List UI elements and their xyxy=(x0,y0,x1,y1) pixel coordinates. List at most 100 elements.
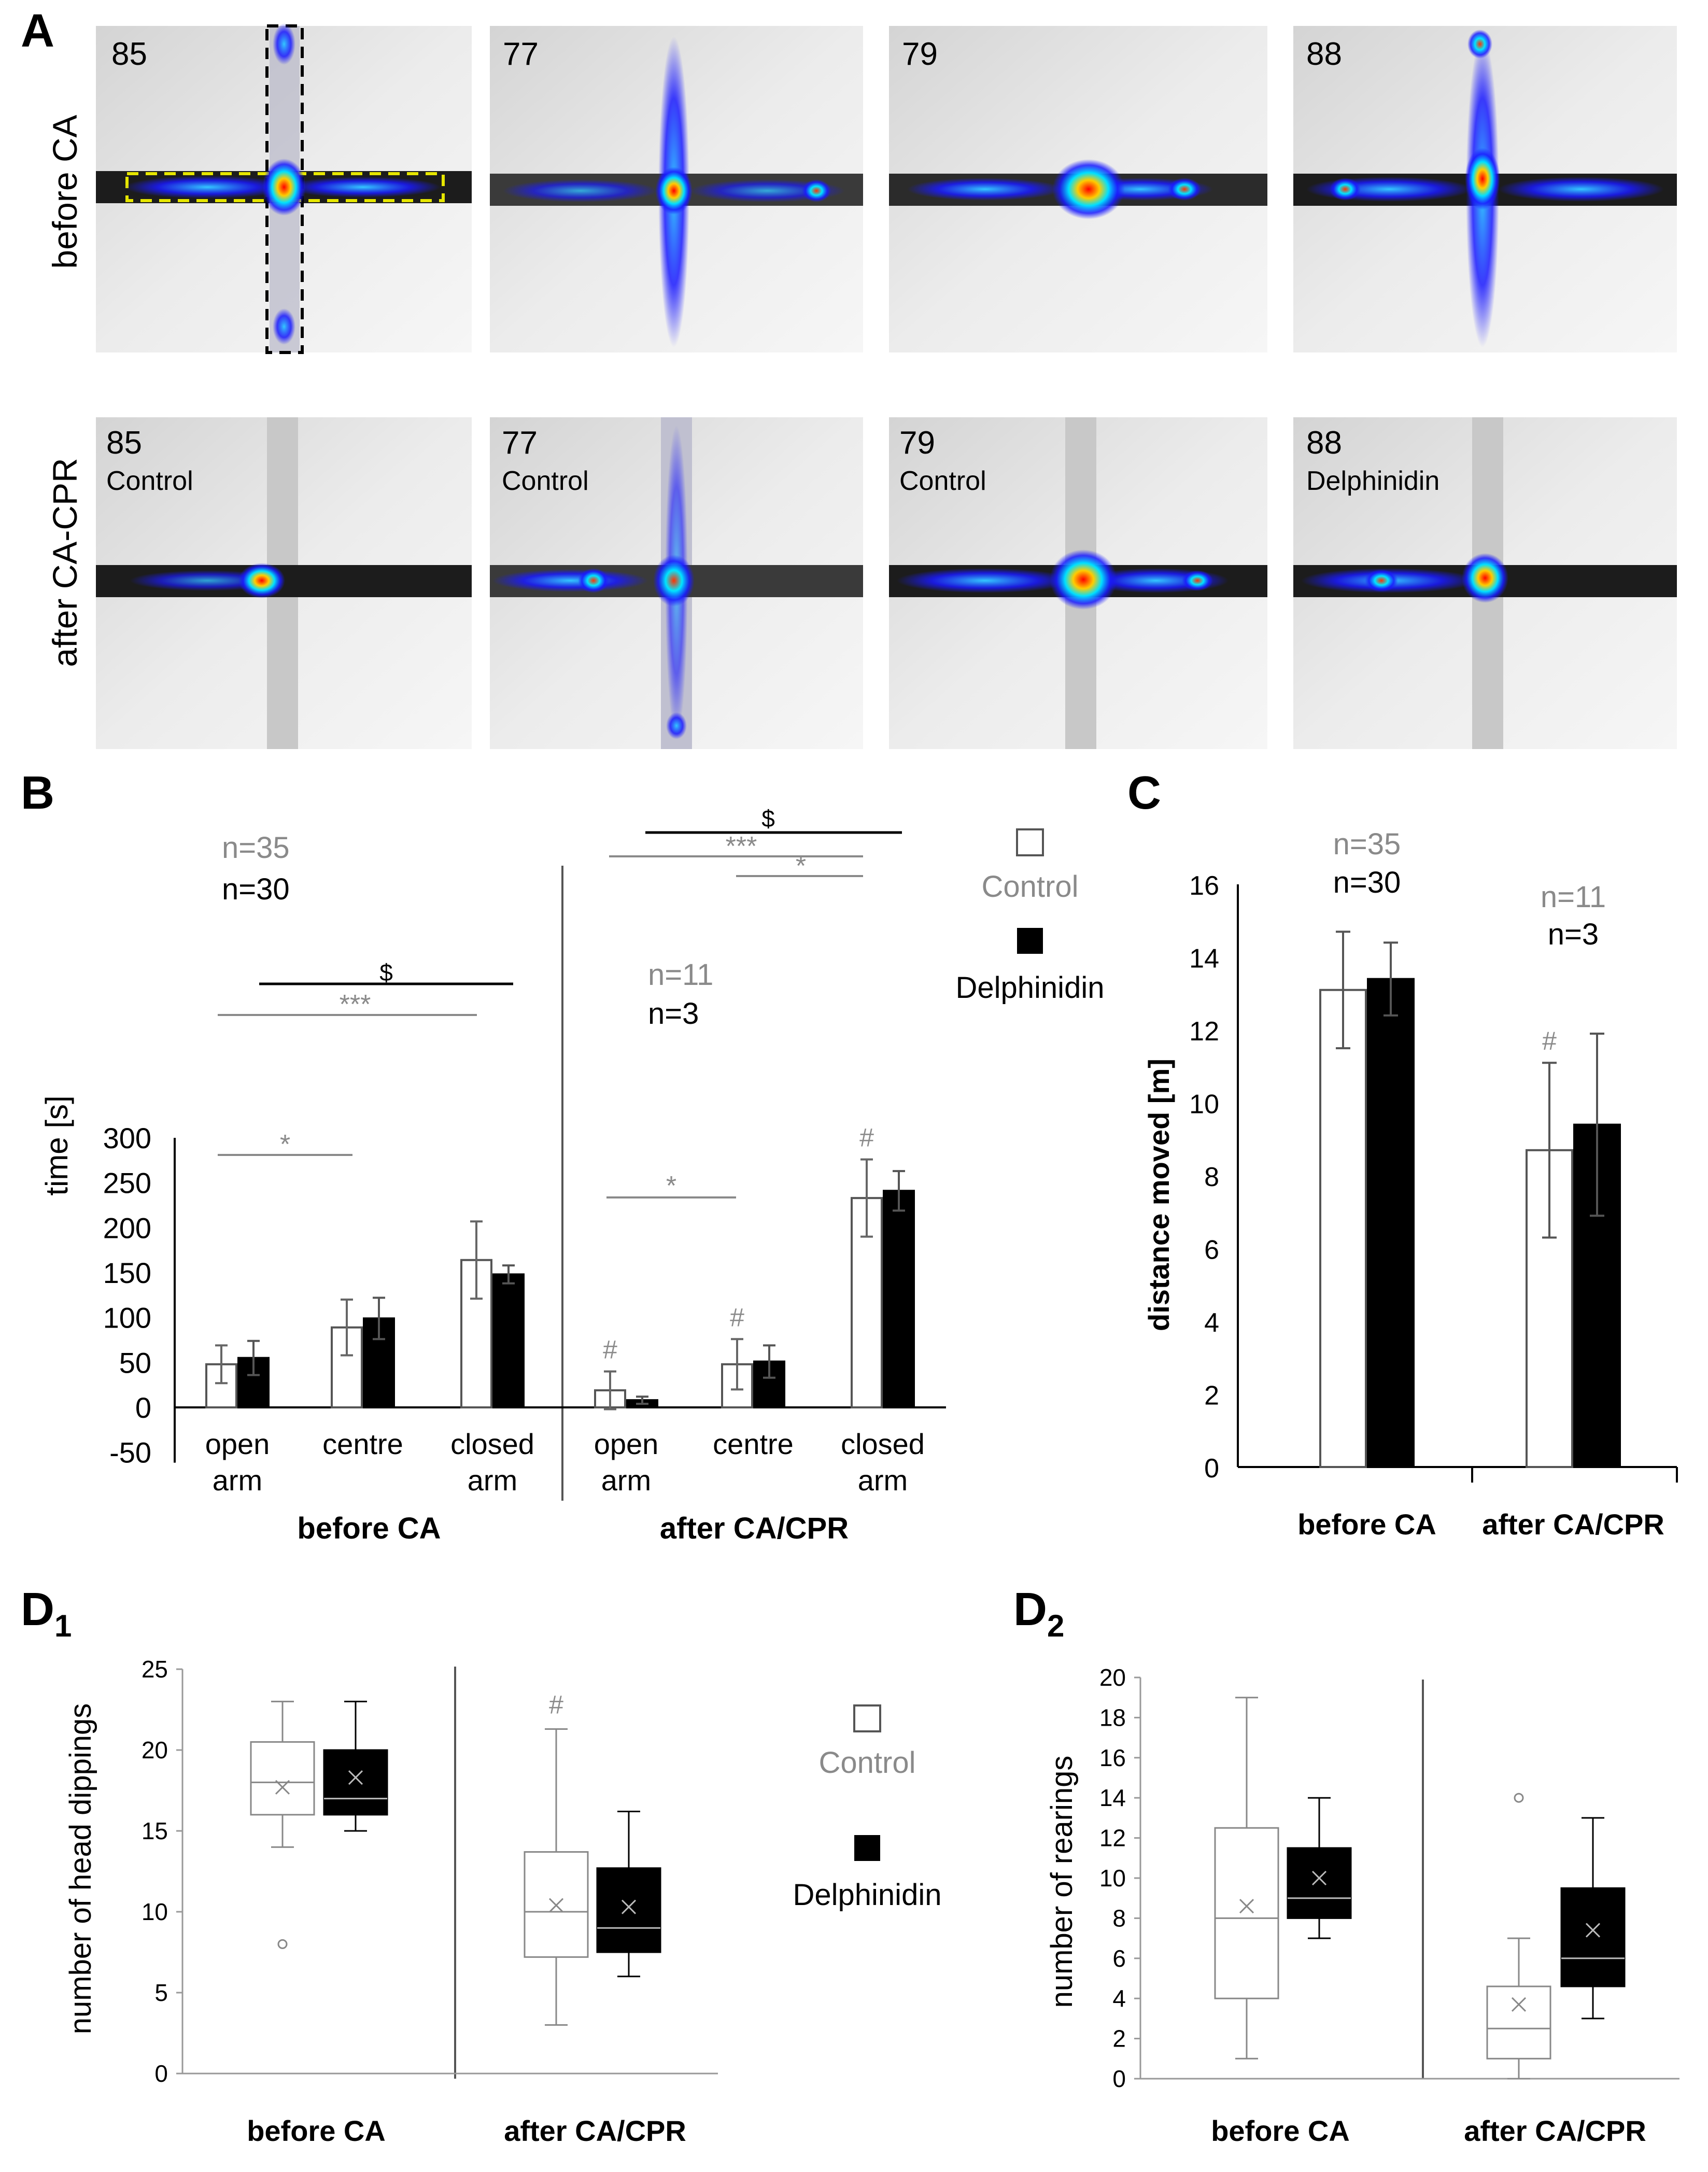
c-ytick-label: 8 xyxy=(1204,1162,1219,1192)
d2-ytick-label: 18 xyxy=(1099,1704,1126,1731)
legend-control-swatch xyxy=(1016,828,1044,856)
d1-xtick-label: before CA xyxy=(247,2114,386,2147)
b-n-before-delphinidin: n=30 xyxy=(222,872,290,906)
b-xtick-label: centre xyxy=(713,1428,794,1460)
legend-delphinidin-label: Delphinidin xyxy=(956,971,1105,1005)
b-sig-after-dollar: $ xyxy=(761,805,775,832)
b-sig-before-dollar: $ xyxy=(379,959,393,986)
c-ytick-label: 10 xyxy=(1189,1090,1219,1120)
b-group-label-after: after CA/CPR xyxy=(660,1512,849,1545)
subject-id-85-top: 85 xyxy=(111,36,147,72)
c-ytick-label: 6 xyxy=(1204,1235,1219,1265)
subject-id-88-bottom: 88 xyxy=(1306,425,1342,461)
c-ytick-label: 4 xyxy=(1204,1308,1219,1338)
group-label-77: Control xyxy=(502,466,589,496)
legend-d1-delphinidin-swatch xyxy=(854,1835,880,1861)
d1-ylabel: number of head dippings xyxy=(64,1703,97,2034)
heatmap-85-after xyxy=(96,417,472,749)
subject-id-77-bottom: 77 xyxy=(502,425,538,461)
subject-id-77-top: 77 xyxy=(503,36,539,72)
c-bar-control xyxy=(1319,989,1367,1468)
b-hash-mark: # xyxy=(603,1335,617,1364)
b-xtick-label: closed xyxy=(841,1428,925,1460)
d1-ytick-label: 15 xyxy=(142,1817,168,1844)
d2-mean-marker xyxy=(1585,1923,1601,1938)
panel-label-c: C xyxy=(1127,767,1161,819)
d1-mean-marker xyxy=(348,1770,363,1785)
d1-xtick-label: after CA/CPR xyxy=(504,2114,686,2147)
b-sig-after-star3: *** xyxy=(726,831,757,862)
b-sig-before-star1: * xyxy=(280,1130,290,1160)
d2-ytick-label: 10 xyxy=(1099,1865,1126,1892)
subject-id-79-bottom: 79 xyxy=(899,425,935,461)
d1-hash-mark: # xyxy=(549,1690,563,1719)
b-xtick-label: arm xyxy=(601,1464,651,1497)
legend-d1-control-swatch xyxy=(853,1704,881,1732)
d1-ytick-label: 0 xyxy=(154,2060,168,2087)
group-label-88: Delphinidin xyxy=(1306,466,1439,496)
chart-c: distance moved [m] n=35 n=30 n=11 n=3 0 2… xyxy=(1142,827,1678,1541)
panel-label-d1: D1 xyxy=(21,1584,72,1643)
d2-box-delphinidin xyxy=(1560,1887,1626,1987)
d2-ytick-label: 4 xyxy=(1112,1985,1126,2012)
d2-ytick-label: 20 xyxy=(1099,1664,1126,1691)
heatmap-88-after xyxy=(1293,417,1677,749)
b-xtick-label: arm xyxy=(858,1464,908,1497)
chart-d2: number of rearings 0 2 4 6 8 10 12 14 16 18 20 befo… xyxy=(1045,1664,1679,2147)
d1-box-control xyxy=(250,1741,315,1816)
d2-box-control xyxy=(1214,1827,1279,1999)
panel-label-d2-sub: 2 xyxy=(1047,1609,1064,1643)
c-hash-mark: # xyxy=(1542,1026,1557,1055)
chart-b: time [s] before CA after CA/CPR n=35 n=3… xyxy=(39,805,946,1545)
d2-xtick-label: after CA/CPR xyxy=(1464,2114,1646,2147)
d1-ytick-label: 5 xyxy=(154,1979,168,2006)
heatmap-88-before xyxy=(1293,26,1677,352)
c-n-before-control: n=35 xyxy=(1333,827,1401,861)
legend-delphinidin-swatch xyxy=(1017,928,1043,954)
d2-ytick-label: 12 xyxy=(1099,1825,1126,1852)
b-ylabel: time [s] xyxy=(39,1095,74,1195)
panel-label-d2: D2 xyxy=(1013,1584,1064,1643)
b-ytick-label: 200 xyxy=(103,1211,151,1244)
b-xtick-label: arm xyxy=(213,1464,262,1497)
b-ytick-label: 300 xyxy=(103,1122,151,1154)
heatmap-77-before xyxy=(490,26,863,352)
b-n-after-delphinidin: n=3 xyxy=(648,997,699,1031)
d2-box-control xyxy=(1486,1985,1551,2060)
c-ytick-label: 14 xyxy=(1189,944,1219,974)
group-label-85: Control xyxy=(106,466,193,496)
d2-ytick-label: 8 xyxy=(1112,1905,1126,1931)
b-ytick-label: 250 xyxy=(103,1167,151,1200)
c-ytick-label: 12 xyxy=(1189,1017,1219,1047)
legend-b: Control Delphinidin xyxy=(956,828,1105,1005)
b-bar-delphinidin xyxy=(492,1273,525,1409)
b-xtick-label: centre xyxy=(322,1428,403,1460)
d1-box-delphinidin xyxy=(596,1867,661,1953)
c-xtick-label: before CA xyxy=(1297,1508,1436,1541)
d2-ytick-label: 6 xyxy=(1112,1945,1126,1972)
d1-outlier xyxy=(277,1939,288,1949)
b-xtick-label: closed xyxy=(450,1428,534,1460)
d1-ytick-label: 20 xyxy=(142,1737,168,1764)
d2-ytick-label: 16 xyxy=(1099,1744,1126,1771)
c-bar-delphinidin xyxy=(1367,978,1415,1468)
b-ytick-label: 150 xyxy=(103,1257,151,1289)
b-n-after-control: n=11 xyxy=(648,958,713,992)
d2-outlier xyxy=(1514,1793,1524,1803)
group-label-79: Control xyxy=(899,466,986,496)
b-group-label-before: before CA xyxy=(297,1512,441,1545)
b-sig-after-star1: * xyxy=(666,1171,676,1201)
b-hash-mark: # xyxy=(730,1303,744,1332)
d2-mean-marker xyxy=(1239,1899,1254,1914)
d2-ytick-label: 14 xyxy=(1099,1784,1126,1811)
row-label-before-ca: before CA xyxy=(46,115,84,269)
c-ylabel: distance moved [m] xyxy=(1142,1059,1175,1331)
panel-label-a: A xyxy=(21,5,54,57)
b-ytick-label: 0 xyxy=(135,1391,151,1424)
subject-id-85-bottom: 85 xyxy=(106,425,142,461)
d2-box-delphinidin xyxy=(1287,1847,1352,1919)
legend-d1-delphinidin-label: Delphinidin xyxy=(793,1878,942,1912)
b-xtick-label: open xyxy=(594,1428,659,1460)
